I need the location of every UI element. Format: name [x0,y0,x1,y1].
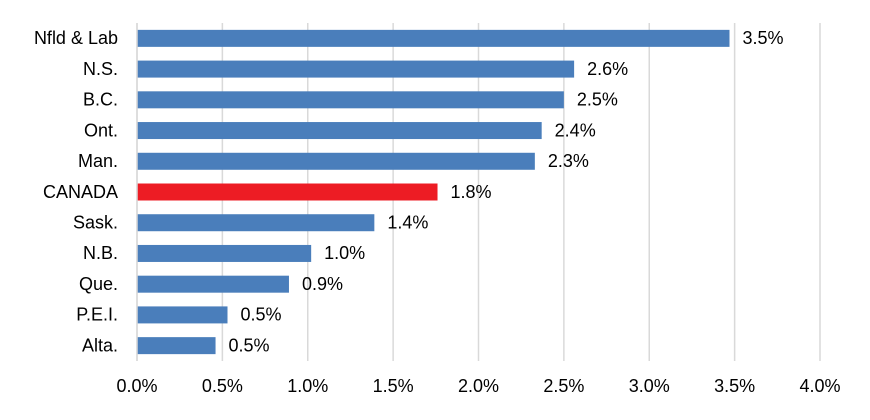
category-label-2: B.C. [83,90,118,110]
data-label-9: 0.5% [240,305,281,325]
bar-1 [137,60,575,78]
bar-8 [137,275,289,293]
category-label-4: Man. [78,151,118,171]
bar-7 [137,244,312,262]
bar-10 [137,337,216,355]
category-label-7: N.B. [83,243,118,263]
bar-3 [137,122,542,140]
x-tick-label-8: 4.0% [799,376,840,396]
x-tick-label-2: 1.0% [287,376,328,396]
data-label-4: 2.3% [548,151,589,171]
x-tick-label-7: 3.5% [714,376,755,396]
x-tick-label-6: 3.0% [629,376,670,396]
category-label-1: N.S. [83,59,118,79]
bar-0 [137,29,730,47]
bar-6 [137,214,375,232]
bar-9 [137,306,228,324]
data-label-10: 0.5% [229,335,270,355]
data-label-8: 0.9% [302,274,343,294]
data-label-5: 1.8% [451,182,492,202]
x-tick-label-4: 2.0% [458,376,499,396]
x-tick-label-5: 2.5% [543,376,584,396]
x-tick-label-0: 0.0% [116,376,157,396]
bar-5 [137,183,438,201]
category-label-9: P.E.I. [76,305,118,325]
data-label-2: 2.5% [577,90,618,110]
bar-4 [137,152,535,170]
category-label-10: Alta. [82,335,118,355]
data-label-7: 1.0% [324,243,365,263]
category-label-0: Nfld & Lab [34,28,118,48]
x-tick-label-3: 1.5% [373,376,414,396]
category-label-3: Ont. [84,120,118,140]
data-label-6: 1.4% [387,212,428,232]
category-label-6: Sask. [73,212,118,232]
data-label-3: 2.4% [555,120,596,140]
bar-2 [137,91,564,109]
category-label-8: Que. [79,274,118,294]
x-tick-label-1: 0.5% [202,376,243,396]
data-label-1: 2.6% [587,59,628,79]
data-label-0: 3.5% [743,28,784,48]
category-label-5: CANADA [43,182,118,202]
